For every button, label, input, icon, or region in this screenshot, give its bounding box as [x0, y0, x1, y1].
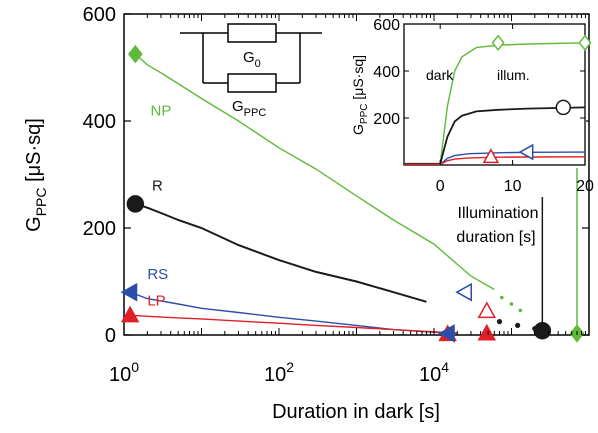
series-label-np: NP: [151, 103, 172, 120]
inset-series-line-np: [404, 42, 586, 165]
inset-x-tick-label: 20: [576, 178, 594, 195]
series-line-rs: [129, 291, 458, 335]
inset-marker-r: [555, 99, 572, 116]
end-marker-rs: [455, 282, 472, 302]
inset-y-axis-label-sub: PPC: [359, 104, 370, 125]
x-tick-label: 104: [419, 359, 449, 386]
y-axis-label: GPPC [μS·sq]: [23, 118, 49, 232]
x-tick-label-base: 10: [419, 364, 441, 386]
y-tick-label: 200: [83, 218, 116, 240]
y-tick-label: 600: [83, 4, 116, 26]
tail-point-r: [515, 322, 521, 328]
inset-y-axis-label-unit: [μS·sq]: [350, 55, 366, 104]
inset-y-tick-label: 200: [373, 111, 400, 128]
series-line-r: [134, 202, 427, 303]
end-marker-r: [533, 321, 552, 340]
circuit-label-gppc-sub: PPC: [244, 107, 267, 119]
inset-y-tick-label: 400: [373, 64, 400, 81]
x-tick-label-exp: 0: [131, 359, 139, 375]
circuit-label-gppc-main: G: [232, 98, 244, 115]
inset-marker-lp: [482, 148, 500, 164]
x-tick-label-base: 10: [109, 364, 131, 386]
inset-x-tick-label: 0: [436, 178, 445, 195]
inset-marker-np: [491, 34, 505, 52]
y-axis-label-main: G: [23, 216, 45, 232]
inset-marker-rs: [518, 143, 534, 161]
circuit-label-g0-sub: 0: [255, 58, 261, 70]
series-label-rs: RS: [147, 266, 168, 283]
end-marker-rs: [438, 324, 455, 343]
circuit-label-gppc: GPPC: [232, 98, 266, 119]
main-series-group: [120, 44, 585, 343]
start-marker-np: [127, 44, 143, 64]
y-axis-label-unit: [μS·sq]: [23, 118, 45, 187]
series-line-lp: [130, 314, 458, 334]
y-axis-label-sub: PPC: [33, 187, 49, 216]
x-tick-label: 100: [109, 359, 139, 386]
tail-point-r: [496, 319, 503, 325]
circuit-label-g0: G0: [243, 49, 261, 70]
y-tick-label: 400: [83, 111, 116, 133]
x-tick-label-exp: 2: [286, 359, 294, 375]
inset-x-axis-label-line2: duration [s]: [456, 229, 535, 246]
circuit-schematic: [180, 23, 322, 93]
inset-y-tick-label: 600: [373, 17, 400, 34]
series-label-r: R: [152, 178, 163, 195]
circuit-label-g0-main: G: [243, 49, 255, 66]
inset-marker-np: [578, 34, 592, 52]
start-marker-rs: [120, 282, 138, 302]
inset-plot-frame: [403, 23, 586, 166]
y-tick-label: 0: [105, 325, 116, 347]
inset-ticks-group: 200 400 600 0 10 20: [373, 17, 594, 195]
inset-series-line-lp: [404, 156, 586, 166]
series-label-lp: LP: [147, 293, 165, 310]
inset-series-line-r: [404, 106, 586, 165]
inset-series-group: [404, 34, 592, 166]
inset-region-dark: dark: [426, 67, 454, 83]
tail-point-np: [500, 295, 504, 300]
end-marker-lp: [477, 323, 497, 341]
start-marker-lp: [120, 305, 140, 323]
inset-region-illum: illum.: [497, 67, 530, 83]
inset-y-axis-label-main: G: [350, 124, 366, 135]
resistor-g0: [227, 23, 277, 43]
series-line-np: [134, 53, 495, 291]
end-marker-lp: [477, 301, 497, 319]
resistor-gppc: [227, 73, 277, 93]
main-labels-group: NP R RS LP: [147, 103, 171, 310]
tail-point-np: [509, 302, 514, 306]
inset-x-axis-label-line1: Illumination: [458, 205, 539, 222]
x-tick-label-exp: 4: [441, 359, 449, 375]
x-axis-label: Duration in dark [s]: [272, 401, 440, 423]
inset-y-axis-label: GPPC [μS·sq]: [350, 55, 370, 135]
x-tick-label-base: 10: [264, 364, 286, 386]
start-marker-r: [126, 195, 145, 213]
x-tick-label: 102: [264, 359, 294, 386]
inset-x-tick-label: 10: [504, 178, 522, 195]
tail-point-np: [518, 308, 523, 313]
